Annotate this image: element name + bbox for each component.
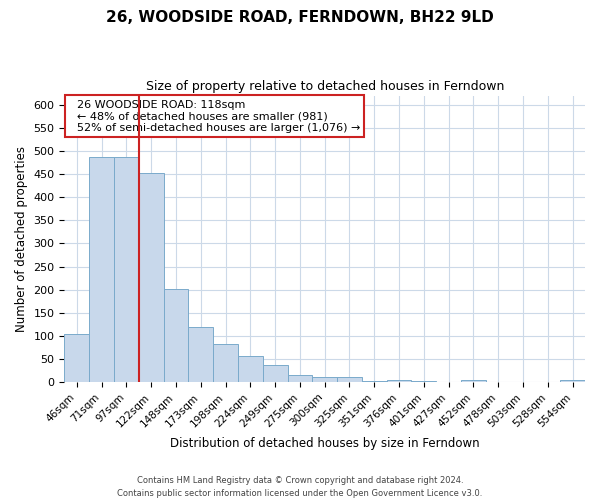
Bar: [386, 380, 412, 382]
Bar: [412, 381, 436, 382]
Bar: [287, 374, 313, 382]
Text: Contains HM Land Registry data © Crown copyright and database right 2024.
Contai: Contains HM Land Registry data © Crown c…: [118, 476, 482, 498]
Bar: [139, 172, 164, 382]
Y-axis label: Number of detached properties: Number of detached properties: [15, 146, 28, 332]
Bar: [89, 157, 114, 382]
Bar: [362, 380, 386, 382]
Bar: [213, 344, 238, 382]
Text: 26, WOODSIDE ROAD, FERNDOWN, BH22 9LD: 26, WOODSIDE ROAD, FERNDOWN, BH22 9LD: [106, 10, 494, 25]
Bar: [461, 380, 486, 382]
Bar: [114, 157, 139, 382]
X-axis label: Distribution of detached houses by size in Ferndown: Distribution of detached houses by size …: [170, 437, 479, 450]
Bar: [188, 326, 213, 382]
Bar: [337, 378, 362, 382]
Bar: [560, 380, 585, 382]
Bar: [263, 364, 287, 382]
Bar: [313, 378, 337, 382]
Bar: [238, 356, 263, 382]
Text: 26 WOODSIDE ROAD: 118sqm
  ← 48% of detached houses are smaller (981)
  52% of s: 26 WOODSIDE ROAD: 118sqm ← 48% of detach…: [70, 100, 360, 133]
Bar: [64, 334, 89, 382]
Bar: [164, 289, 188, 382]
Title: Size of property relative to detached houses in Ferndown: Size of property relative to detached ho…: [146, 80, 504, 93]
